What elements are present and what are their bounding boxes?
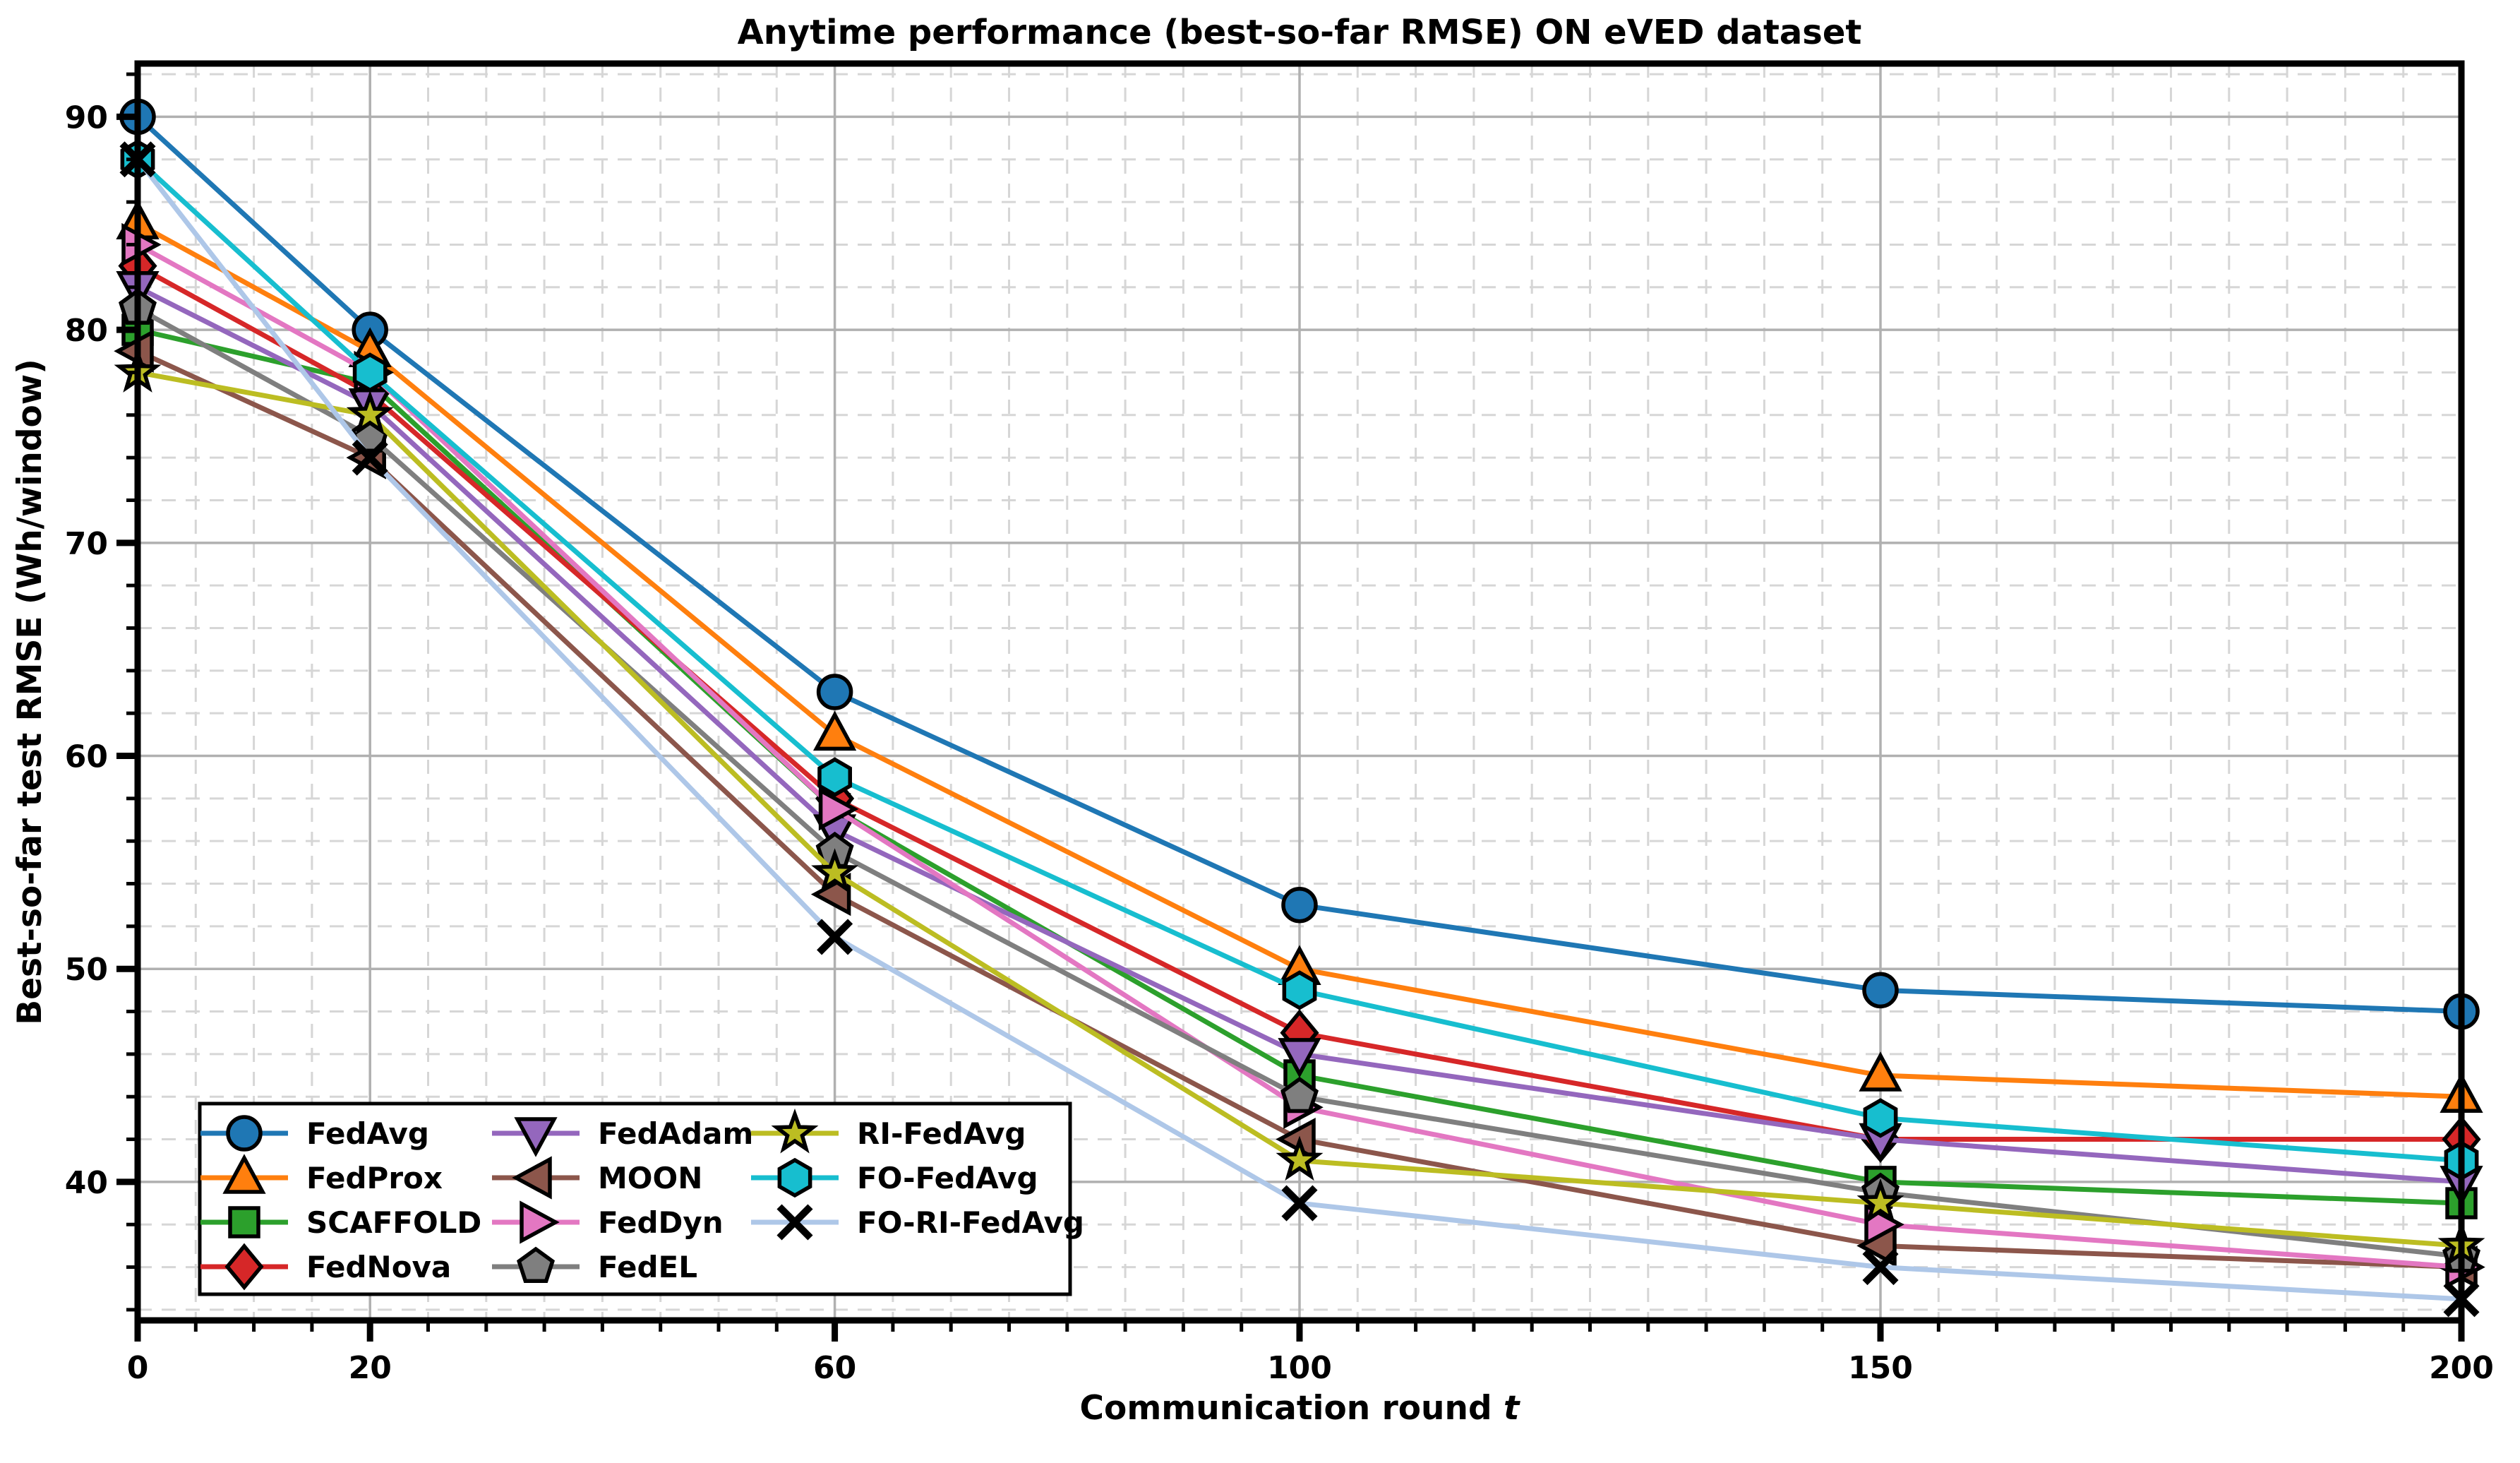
y-tick-label: 70 [65,526,108,562]
legend-label: FedAvg [306,1116,429,1151]
x-tick-label: 100 [1267,1350,1332,1386]
legend-label: FedDyn [598,1205,724,1240]
x-tick-label: 60 [813,1350,856,1386]
legend-item-fo-ri-fedavg: FO-RI-FedAvg [751,1204,1084,1241]
y-axis-label: Best-so-far test RMSE (Wh/window) [11,359,49,1025]
legend-label: MOON [598,1161,702,1195]
x-axis-label: Communication round t [1080,1389,1520,1428]
legend-item-feddyn: FedDyn [492,1200,724,1244]
legend-label: FedAdam [598,1116,753,1151]
x-tick-label: 0 [127,1350,149,1386]
x-tick-label: 20 [349,1350,392,1386]
legend-item-scaffold: SCAFFOLD [200,1205,481,1240]
legend-item-fednova: FedNova [200,1243,451,1291]
legend-item-fedel: FedEL [492,1246,697,1284]
y-tick-label: 60 [65,739,108,775]
y-tick-label: 90 [65,100,108,136]
legend-label: FO-RI-FedAvg [857,1205,1084,1240]
x-tick-label: 150 [1848,1350,1913,1386]
legend-item-fo-fedavg: FO-FedAvg [751,1157,1038,1198]
legend-frame [198,1101,1072,1296]
y-tick-label: 50 [65,952,108,988]
legend-label: FO-FedAvg [857,1161,1038,1195]
legend-item-fedavg: FedAvg [200,1115,429,1152]
chart-title: Anytime performance (best-so-far RMSE) O… [738,13,1862,52]
legend: FedAvg FedProx SCAFFOLD FedNova FedAdam MOON F… [198,1101,1084,1296]
legend-label: FedEL [598,1250,697,1284]
legend-label: FedNova [306,1250,451,1284]
y-tick-label: 40 [65,1165,108,1201]
legend-label: FedProx [306,1161,443,1195]
legend-item-ri-fedavg: RI-FedAvg [751,1108,1026,1154]
legend-label: SCAFFOLD [306,1205,481,1240]
legend-item-moon: MOON [492,1156,702,1200]
legend-item-fedprox: FedProx [200,1154,443,1195]
series-fo-ri-fedavg [119,141,2480,1318]
x-tick-label: 200 [2429,1350,2494,1386]
legend-label: RI-FedAvg [857,1116,1026,1151]
y-tick-label: 80 [65,313,108,349]
axes-layer: 0 20 60 100 150 200 40 50 60 70 80 90 [65,60,2494,1386]
legend-item-fedadam: FedAdam [492,1116,753,1157]
